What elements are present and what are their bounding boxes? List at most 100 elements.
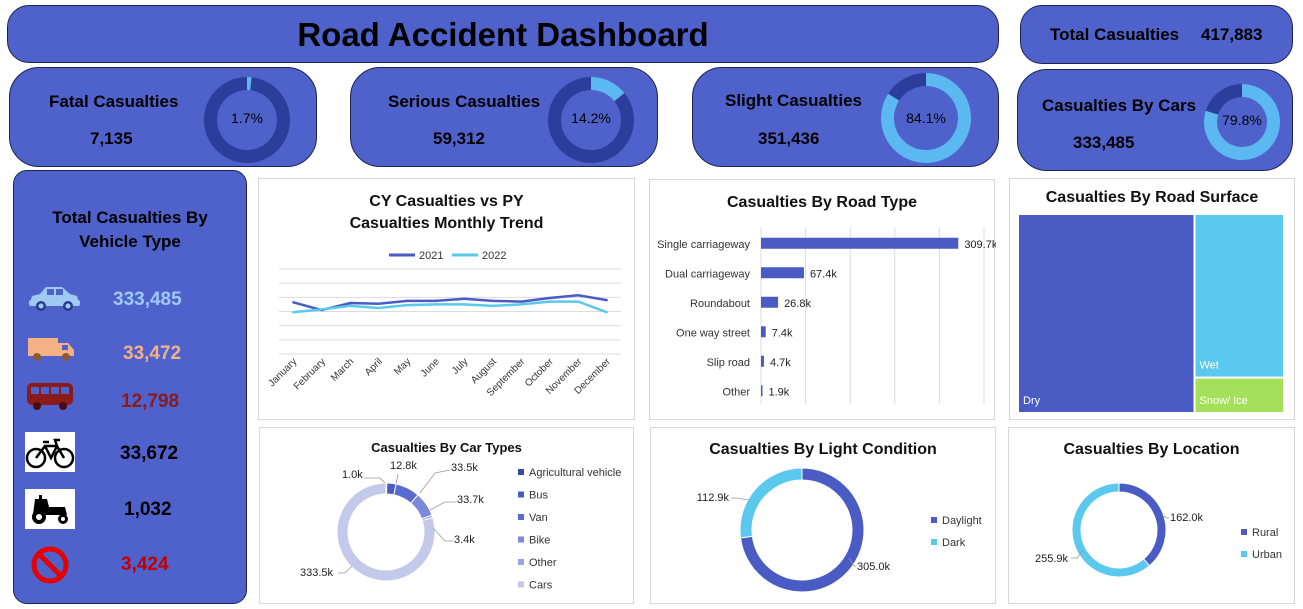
road-surface-treemap: Dry Wet Snow/ Ice (1019, 215, 1283, 412)
data-point (292, 311, 295, 314)
leader-line (848, 557, 856, 567)
data-label: 33.7k (457, 494, 484, 506)
car-types-title: Casualties By Car Types (371, 440, 522, 455)
road-type-panel: Casualties By Road Type Single carriagew… (649, 179, 996, 420)
location-doughnut: 162.0k 255.9k Rural Urban (1035, 482, 1282, 578)
leader-line (364, 477, 386, 484)
light-condition-panel: Casualties By Light Condition 305.0k 112.… (650, 427, 996, 604)
data-point (377, 302, 380, 305)
data-point (577, 300, 580, 303)
data-point (605, 298, 608, 302)
slice (739, 467, 803, 539)
light-condition-doughnut: 305.0k 112.9k Daylight Dark (697, 467, 982, 593)
fatal-casualties-ring (204, 77, 290, 163)
legend-label: Bus (529, 490, 548, 502)
bar (761, 237, 959, 249)
category-label: Other (722, 386, 750, 398)
slight-casualties-percent: 84.1% (906, 110, 946, 126)
data-point (577, 294, 580, 297)
treemap-tile (1019, 215, 1194, 412)
slice (1071, 482, 1151, 578)
bicycle-icon (25, 432, 75, 477)
car-casualties-value: 333,485 (113, 289, 182, 310)
monthly-trend-panel: CY Casualties vs PY Casualties Monthly T… (258, 178, 635, 420)
data-point (406, 299, 409, 303)
slice (336, 482, 436, 582)
fatal-casualties-label: Fatal Casualties (49, 92, 179, 111)
data-point (292, 301, 295, 304)
x-tick-label: June (419, 356, 442, 379)
series-line-2021 (292, 293, 607, 312)
bus-casualties-value: 12,798 (121, 391, 180, 412)
data-label: 162.0k (1170, 512, 1204, 524)
slight-casualties-ring (881, 73, 971, 163)
treemap-label: Snow/ Ice (1200, 395, 1248, 407)
monthly-trend-title: CY Casualties vs PY Casualties Monthly T… (349, 193, 544, 232)
page-title: Road Accident Dashboard (297, 16, 709, 53)
data-label: 1.0k (342, 469, 363, 481)
slight-casualties-card: Slight Casualties 351,436 84.1% (692, 67, 999, 167)
bar (761, 267, 804, 279)
road-surface-panel: Casualties By Road Surface Dry Wet Snow/ I… (1009, 178, 1295, 420)
data-label: 112.9k (697, 492, 730, 504)
kpi-ring-share (1204, 84, 1280, 160)
bicycle-casualties-value: 33,672 (120, 443, 179, 464)
data-point (434, 303, 437, 306)
data-label: 305.0k (857, 561, 891, 573)
tractor-casualties-value: 1,032 (124, 499, 172, 520)
data-point (349, 304, 352, 308)
data-point (548, 296, 551, 300)
data-point (463, 297, 466, 300)
slice (1118, 482, 1167, 567)
fatal-casualties-value: 7,135 (90, 129, 133, 148)
vehicle-type-panel: Total Casualties By Vehicle Type 333,485… (13, 170, 247, 604)
category-label: Roundabout (690, 298, 750, 310)
legend-swatch (931, 539, 937, 545)
car-icon (26, 283, 82, 318)
leader-line (338, 565, 353, 574)
legend-label: Other (529, 557, 557, 569)
legend-label: Urban (1252, 549, 1282, 561)
data-point (320, 308, 323, 311)
legend-swatch (518, 559, 524, 565)
category-label: One way street (676, 327, 750, 339)
bar (761, 385, 763, 397)
cars-casualties-label: Casualties By Cars (1042, 96, 1197, 115)
data-point (520, 300, 523, 303)
legend-label: 2022 (482, 250, 506, 262)
car-types-doughnut: 1.0k 12.8k 33.5k 33.7k 3.4k 333.5k Agricultura… (300, 460, 621, 592)
kpi-ring-remainder (204, 77, 290, 163)
serious-casualties-card: Serious Casualties 59,312 14.2% (350, 67, 658, 167)
bus-icon (25, 381, 75, 416)
legend-swatch (518, 581, 524, 588)
road-type-title: Casualties By Road Type (727, 194, 917, 211)
fatal-casualties-card: Fatal Casualties 7,135 1.7% (9, 67, 317, 167)
vehicle-type-title: Total Casualties By Vehicle Type (52, 208, 208, 251)
cars-casualties-card: Casualties By Cars 333,485 79.8% (1017, 69, 1293, 171)
treemap-label: Dry (1023, 395, 1041, 407)
x-tick-label: February (292, 356, 328, 392)
serious-casualties-label: Serious Casualties (388, 92, 541, 111)
series-line-2022 (293, 300, 608, 314)
category-label: Slip road (707, 357, 750, 369)
bar (761, 296, 779, 308)
treemap-tile (1195, 215, 1283, 377)
light-condition-title: Casualties By Light Condition (709, 441, 937, 458)
data-label: 26.8k (784, 298, 811, 310)
data-label: 3.4k (454, 534, 475, 546)
cars-casualties-ring (1204, 84, 1280, 160)
legend-label: Bike (529, 535, 550, 547)
data-label: 12.8k (390, 460, 417, 472)
treemap-label: Wet (1200, 360, 1219, 372)
legend-label: Van (529, 512, 548, 524)
kpi-ring-share (247, 77, 252, 91)
fatal-casualties-percent: 1.7% (231, 110, 263, 126)
location-panel: Casualties By Location 162.0k 255.9k Rural… (1008, 427, 1295, 604)
legend-label: Daylight (942, 515, 982, 527)
truck-casualties-value: 33,472 (123, 343, 182, 364)
data-point (520, 303, 523, 306)
x-tick-label: April (363, 356, 385, 378)
tractor-icon (25, 489, 75, 534)
leader-line (1071, 549, 1084, 559)
data-label: 1.9k (769, 386, 790, 398)
